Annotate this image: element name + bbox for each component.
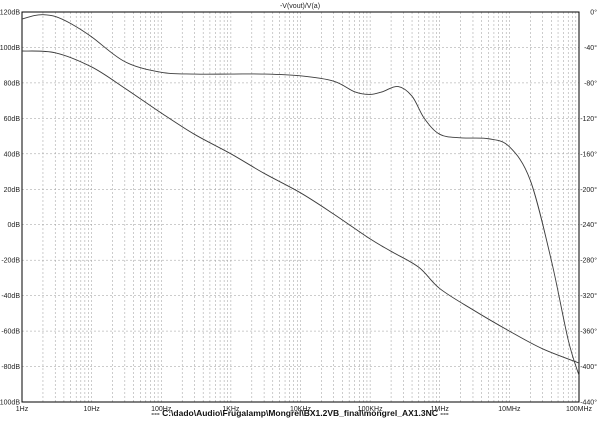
x-tick-label: 100Hz xyxy=(151,406,172,413)
left-tick-label: 20dB xyxy=(4,187,21,194)
traces xyxy=(21,14,580,376)
grid xyxy=(21,12,579,402)
left-tick-label: 80dB xyxy=(4,80,21,87)
right-tick-label: -200° xyxy=(580,186,597,194)
plot-frame xyxy=(21,11,580,403)
x-tick-label: 10MHz xyxy=(498,406,521,413)
left-tick-label: -80dB xyxy=(1,364,20,371)
x-tick-labels: 1Hz 10Hz 100Hz 1KHz 10KHz 100KHz 1MHz 10MHz 100M… xyxy=(16,406,593,413)
left-tick-label: 120dB xyxy=(0,10,20,17)
left-tick-label: -60dB xyxy=(1,329,20,336)
left-tick-label: -40dB xyxy=(1,293,20,300)
magnitude-trace xyxy=(21,50,580,364)
x-tick-label: 1MHz xyxy=(431,406,450,413)
phase-trace xyxy=(21,14,580,376)
right-tick-label: -80° xyxy=(584,79,597,87)
right-tick-label: -40° xyxy=(584,44,597,52)
right-tick-label: -280° xyxy=(580,257,597,265)
left-tick-label: -100dB xyxy=(0,400,20,407)
right-tick-label: -440° xyxy=(580,399,597,407)
x-tick-label: 10Hz xyxy=(83,406,100,413)
x-tick-label: 100KHz xyxy=(358,406,383,413)
right-tick-label: -360° xyxy=(580,328,597,336)
right-tick-label: -120° xyxy=(580,115,597,123)
right-axis-tick-labels: 0° -40° -80° -120° -160° -200° -240° -280° -320°… xyxy=(580,9,597,407)
x-tick-label: 1Hz xyxy=(16,406,29,413)
right-tick-label: 0° xyxy=(590,9,597,17)
right-tick-label: -400° xyxy=(580,363,597,371)
x-tick-label: 10KHz xyxy=(290,406,312,413)
left-axis-tick-labels: 120dB 100dB 80dB 60dB 40dB 20dB 0dB -20dB -40dB -… xyxy=(0,10,20,407)
left-tick-label: 0dB xyxy=(8,222,21,229)
left-tick-label: -20dB xyxy=(1,258,20,265)
left-tick-label: 100dB xyxy=(0,45,20,52)
right-tick-label: -320° xyxy=(580,292,597,300)
x-tick-label: 1KHz xyxy=(222,406,240,413)
right-tick-label: -160° xyxy=(580,150,597,158)
trace-title: -V(vout)/V(a) xyxy=(280,3,320,10)
x-tick-label: 100MHz xyxy=(566,406,593,413)
left-tick-label: 40dB xyxy=(4,151,21,158)
left-tick-label: 60dB xyxy=(4,116,21,123)
file-path-footer: --- C:\dado\Audio\Frugalamp\Mongrel\BX1.… xyxy=(151,408,449,418)
right-tick-label: -240° xyxy=(580,221,597,229)
